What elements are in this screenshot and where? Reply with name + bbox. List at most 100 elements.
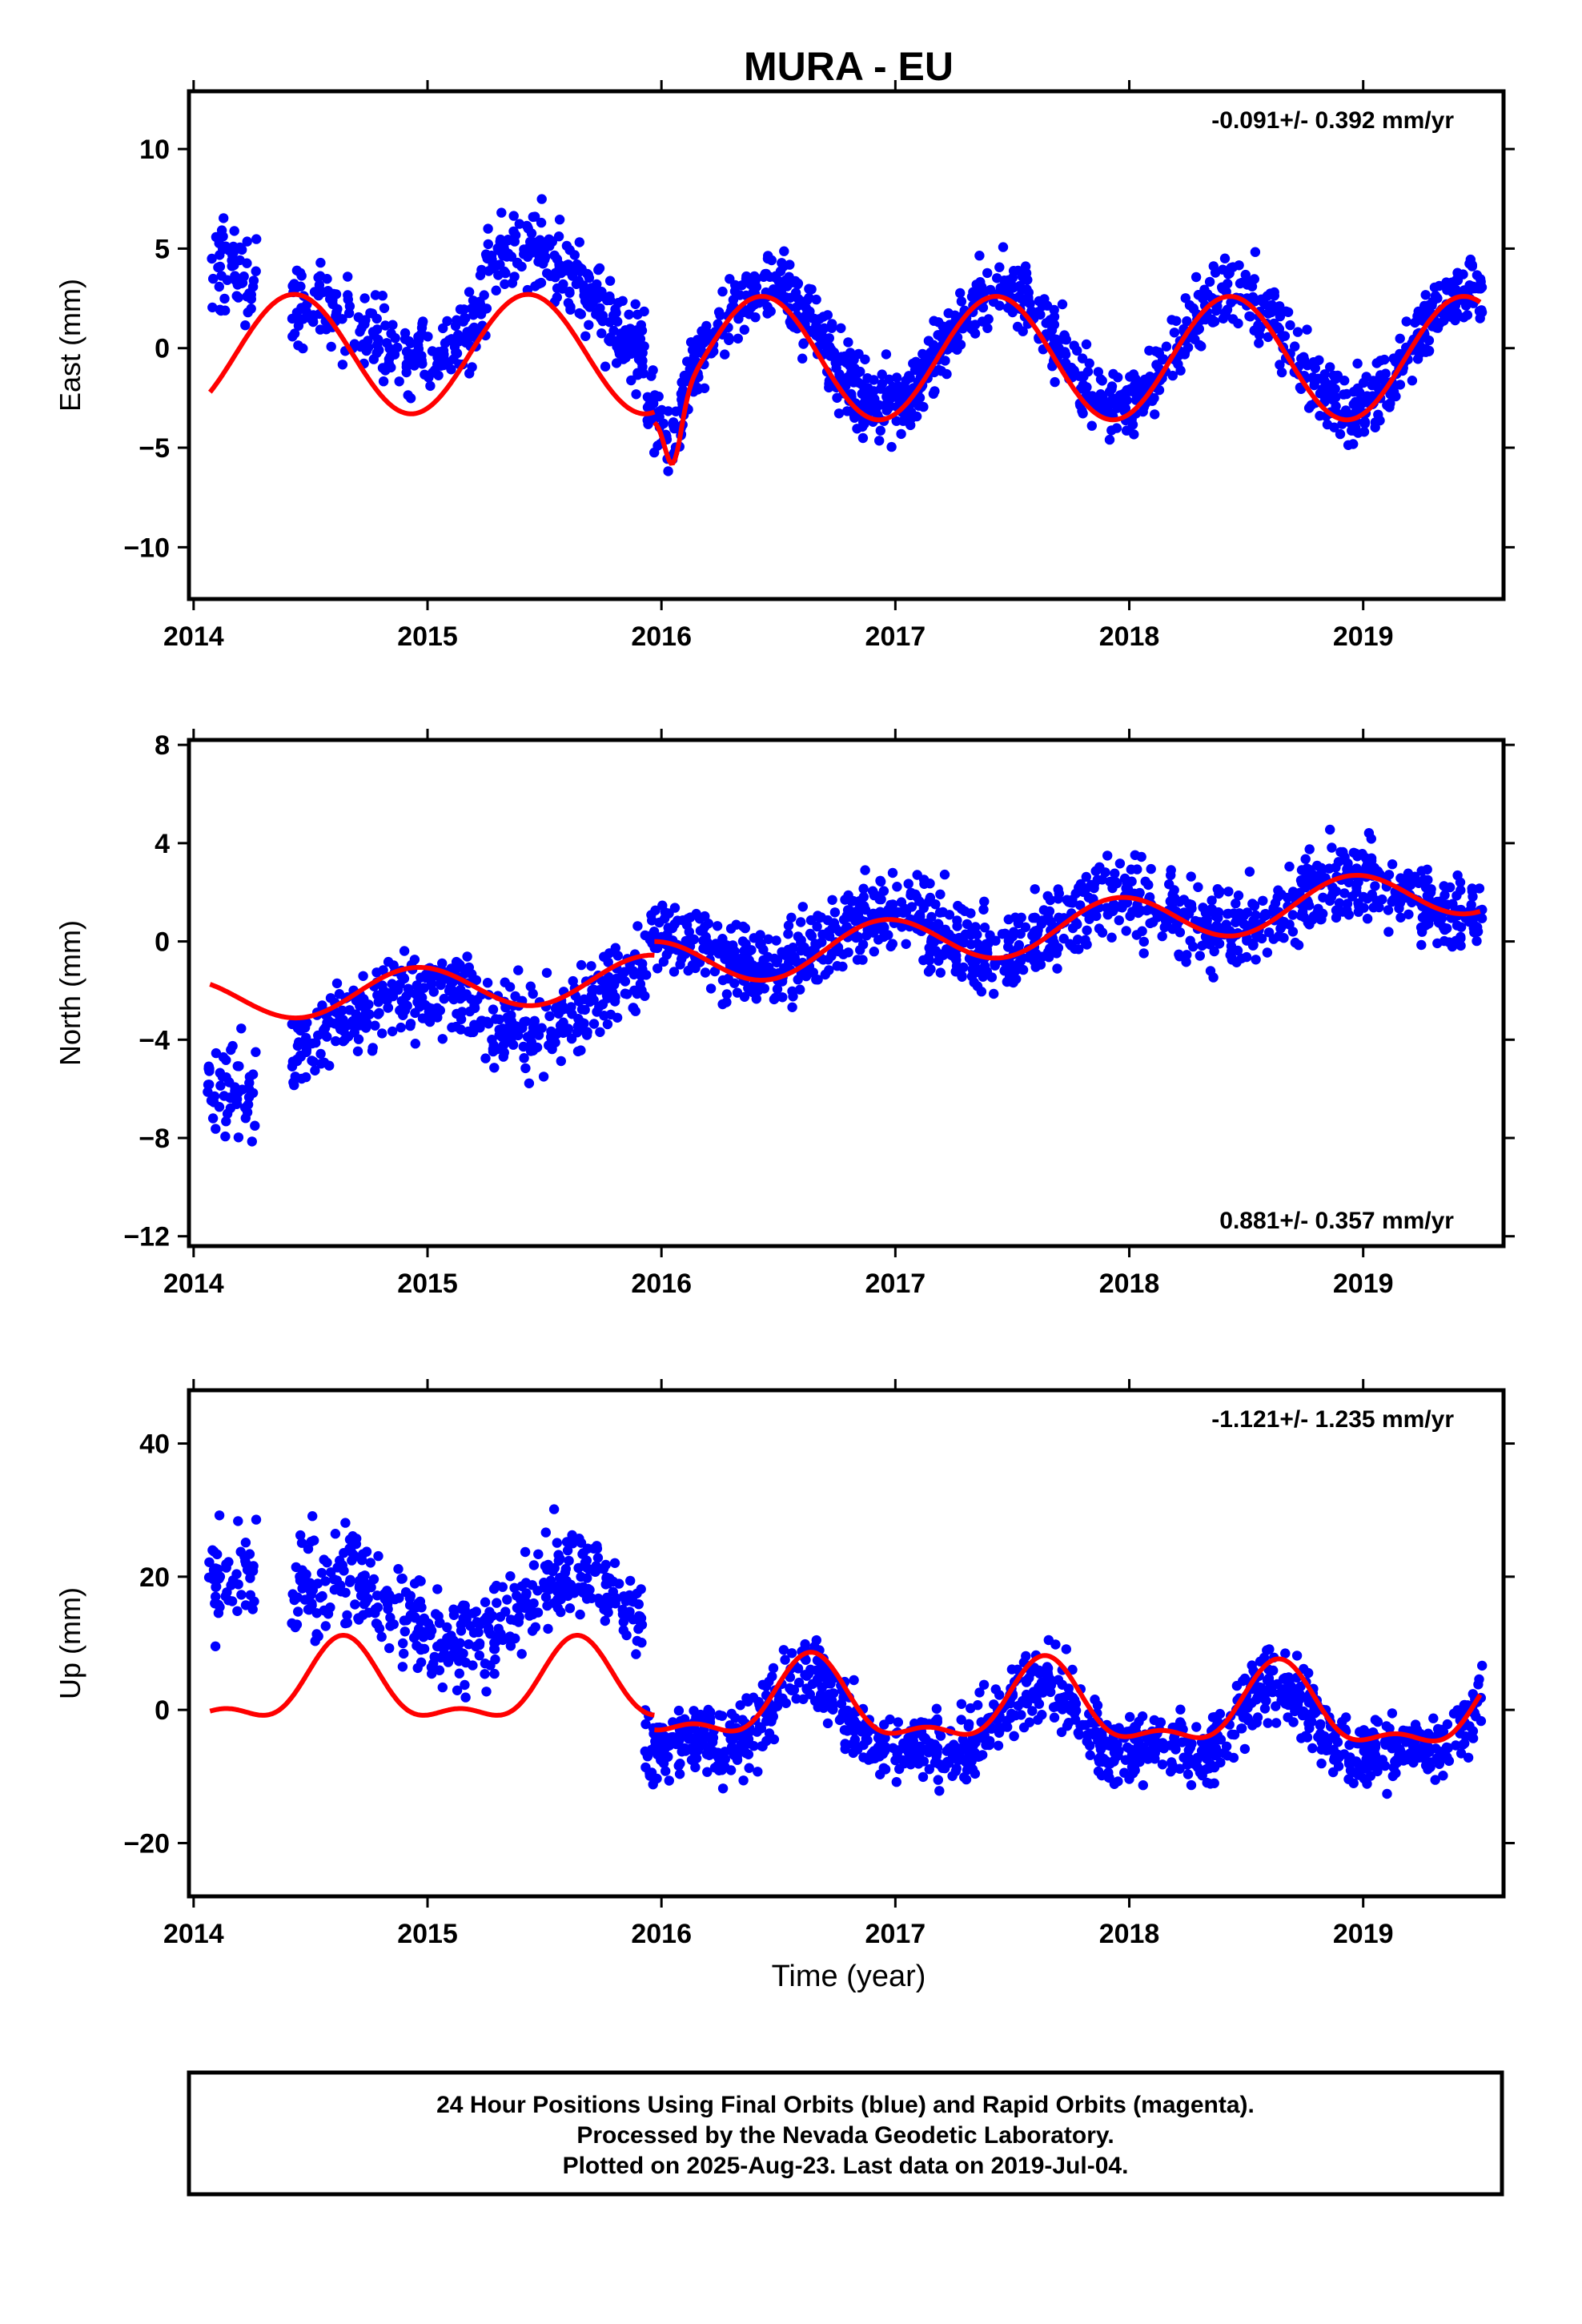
data-point bbox=[800, 1638, 810, 1650]
data-point bbox=[471, 1641, 481, 1652]
data-point bbox=[869, 947, 880, 957]
data-point bbox=[453, 958, 464, 969]
data-point bbox=[575, 1609, 585, 1620]
data-point bbox=[797, 902, 808, 912]
data-point bbox=[1018, 1722, 1030, 1733]
data-point bbox=[626, 375, 636, 386]
data-point bbox=[1186, 903, 1197, 914]
data-point bbox=[953, 900, 963, 911]
data-point bbox=[576, 1538, 587, 1548]
data-point bbox=[1348, 399, 1359, 410]
data-point bbox=[1100, 397, 1111, 408]
data-point bbox=[853, 931, 864, 943]
data-point bbox=[956, 296, 967, 307]
data-point bbox=[664, 908, 674, 919]
data-point bbox=[393, 984, 404, 995]
data-point bbox=[454, 1656, 464, 1667]
data-point bbox=[764, 962, 774, 973]
data-point bbox=[630, 299, 640, 309]
data-point bbox=[214, 281, 224, 292]
data-point bbox=[1009, 927, 1019, 937]
data-point bbox=[1442, 923, 1452, 934]
data-point bbox=[510, 230, 521, 240]
data-point bbox=[1166, 865, 1176, 875]
data-point bbox=[1368, 1739, 1379, 1749]
data-point bbox=[877, 369, 887, 380]
data-point bbox=[1244, 866, 1255, 877]
data-point bbox=[1057, 299, 1068, 310]
data-point bbox=[550, 267, 560, 279]
data-point bbox=[1350, 1757, 1360, 1767]
data-point bbox=[744, 1763, 754, 1773]
data-point bbox=[1413, 306, 1423, 317]
data-point bbox=[428, 1008, 438, 1019]
data-point bbox=[1428, 1713, 1439, 1723]
data-point bbox=[1006, 1708, 1017, 1719]
data-point bbox=[520, 1602, 530, 1614]
data-point bbox=[339, 1548, 349, 1558]
data-point bbox=[1448, 1708, 1460, 1719]
data-point bbox=[1414, 348, 1425, 360]
data-point bbox=[1061, 335, 1072, 345]
data-point bbox=[1228, 1752, 1239, 1763]
data-point bbox=[857, 432, 869, 444]
data-point bbox=[1157, 931, 1167, 942]
data-point bbox=[1391, 1755, 1402, 1766]
data-point bbox=[1284, 919, 1295, 930]
data-point bbox=[674, 1735, 685, 1746]
data-point bbox=[332, 304, 343, 315]
data-point bbox=[1061, 358, 1071, 368]
data-point bbox=[556, 1055, 566, 1067]
data-point bbox=[373, 1550, 383, 1562]
data-point bbox=[956, 1715, 966, 1725]
data-point bbox=[1094, 1756, 1105, 1767]
data-point bbox=[211, 231, 222, 243]
data-point bbox=[219, 213, 229, 223]
data-point bbox=[745, 279, 756, 289]
data-point bbox=[563, 1023, 573, 1034]
x-tick-label: 2016 bbox=[631, 621, 692, 652]
data-point bbox=[1334, 898, 1345, 908]
data-point bbox=[930, 1739, 940, 1750]
data-point bbox=[301, 1047, 311, 1058]
data-point bbox=[221, 1116, 231, 1127]
data-point bbox=[1387, 896, 1397, 907]
data-point bbox=[741, 1693, 752, 1703]
data-point bbox=[1304, 1723, 1315, 1734]
data-point bbox=[542, 268, 552, 279]
data-point bbox=[381, 338, 392, 348]
data-point bbox=[605, 332, 616, 343]
data-point bbox=[216, 225, 227, 235]
data-point bbox=[250, 1120, 260, 1131]
data-point bbox=[1173, 359, 1183, 369]
data-point bbox=[1227, 946, 1237, 957]
data-point bbox=[1475, 306, 1485, 317]
data-point bbox=[1476, 282, 1488, 292]
data-point bbox=[676, 388, 687, 399]
data-point bbox=[1103, 1767, 1114, 1778]
data-point bbox=[705, 983, 717, 994]
data-point bbox=[1452, 891, 1462, 901]
data-point bbox=[675, 1759, 685, 1769]
data-point bbox=[420, 369, 430, 380]
data-point bbox=[1091, 1727, 1102, 1738]
data-point bbox=[618, 1625, 628, 1635]
data-point bbox=[652, 1749, 663, 1760]
data-point bbox=[1439, 935, 1450, 947]
data-point bbox=[1234, 260, 1244, 271]
data-point bbox=[315, 324, 326, 335]
data-point bbox=[1430, 291, 1441, 301]
data-point bbox=[735, 1700, 745, 1711]
data-point bbox=[543, 1623, 553, 1634]
data-point bbox=[337, 360, 348, 370]
data-point bbox=[552, 254, 563, 264]
data-points bbox=[207, 194, 1488, 476]
data-point bbox=[1476, 1715, 1487, 1727]
data-point bbox=[1193, 882, 1203, 893]
data-point bbox=[972, 981, 983, 991]
data-point bbox=[1240, 269, 1251, 280]
data-point bbox=[896, 897, 907, 907]
data-point bbox=[595, 1027, 605, 1038]
data-point bbox=[295, 1575, 306, 1586]
data-point bbox=[1009, 1731, 1019, 1741]
